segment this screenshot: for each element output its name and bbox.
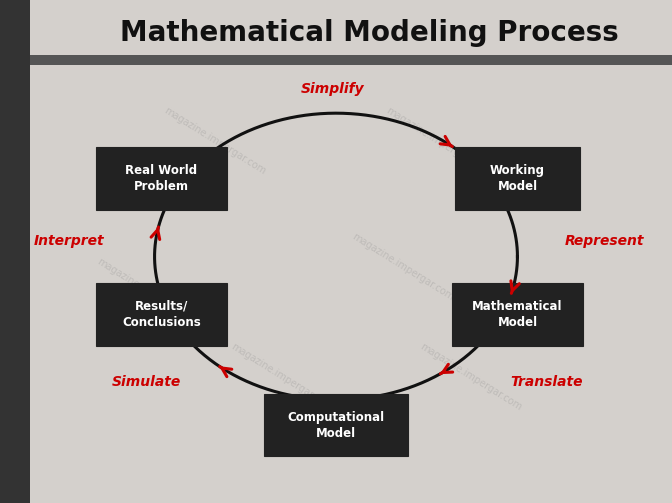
Text: magazine.impergar.com: magazine.impergar.com: [351, 231, 456, 302]
Text: Working
Model: Working Model: [490, 164, 545, 193]
Text: Interpret: Interpret: [34, 234, 104, 248]
FancyBboxPatch shape: [455, 147, 579, 210]
FancyBboxPatch shape: [95, 147, 227, 210]
Text: Simulate: Simulate: [112, 375, 181, 389]
Text: Translate: Translate: [511, 375, 583, 389]
Text: magazine.impergar.com: magazine.impergar.com: [418, 342, 523, 413]
FancyBboxPatch shape: [263, 393, 408, 457]
FancyBboxPatch shape: [452, 283, 583, 346]
FancyBboxPatch shape: [95, 283, 227, 346]
Text: Computational
Model: Computational Model: [288, 410, 384, 440]
Text: magazine.impergar.com: magazine.impergar.com: [163, 105, 267, 177]
Text: Simplify: Simplify: [301, 81, 364, 96]
Text: Real World
Problem: Real World Problem: [125, 164, 198, 193]
Text: magazine.impergar.com: magazine.impergar.com: [95, 256, 200, 327]
Text: Mathematical
Model: Mathematical Model: [472, 300, 562, 329]
FancyBboxPatch shape: [0, 0, 30, 503]
Text: Represent: Represent: [564, 234, 644, 248]
Text: magazine.impergar.com: magazine.impergar.com: [384, 105, 489, 177]
FancyBboxPatch shape: [30, 55, 672, 65]
Text: Mathematical Modeling Process: Mathematical Modeling Process: [120, 19, 619, 47]
Text: Results/
Conclusions: Results/ Conclusions: [122, 300, 201, 329]
Text: magazine.impergar.com: magazine.impergar.com: [230, 342, 335, 413]
